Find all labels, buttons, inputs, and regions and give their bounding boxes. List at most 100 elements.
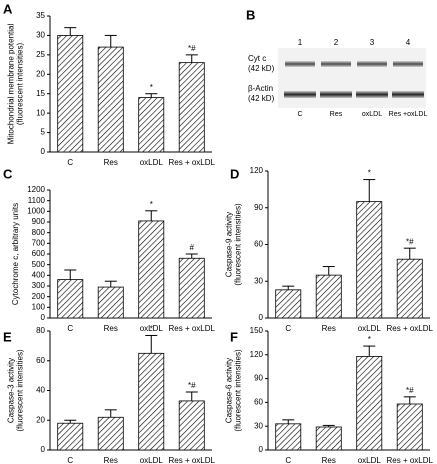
lane-number: 3 [370, 38, 375, 47]
y-axis-label: Cytochrome c, arbitrary units [11, 203, 20, 305]
condition-label: Res +oxLDL [389, 111, 428, 118]
x-tick-label: C [67, 324, 73, 333]
y-tick-label: 30 [254, 421, 263, 430]
y-tick-label: 600 [32, 249, 46, 258]
x-tick-label: Res [322, 456, 336, 464]
cytc-band [285, 61, 315, 67]
x-tick-label: Res + oxLDL [169, 158, 216, 167]
y-tick-label: 1000 [27, 206, 45, 215]
x-tick-label: Res + oxLDL [169, 456, 216, 464]
y-tick-label: 60 [36, 356, 45, 365]
y-tick-label: 200 [32, 292, 46, 301]
y-axis-label: (fluorescent intensities) [16, 43, 25, 126]
bar [57, 422, 84, 451]
y-tick-label: 500 [32, 260, 46, 269]
bar [356, 201, 383, 319]
x-tick-label: C [67, 456, 73, 464]
lane-number: 4 [406, 38, 411, 47]
x-tick-label: Res [322, 324, 336, 333]
actin-band [356, 91, 388, 98]
bar [178, 257, 205, 319]
lane-number: 2 [334, 38, 339, 47]
y-tick-label: 20 [36, 415, 45, 424]
y-tick-label: 0 [259, 313, 264, 322]
y-tick-label: 30 [254, 276, 263, 285]
y-tick-label: 150 [250, 326, 264, 335]
y-tick-label: 800 [32, 228, 46, 237]
y-tick-label: 120 [250, 166, 264, 175]
x-tick-label: Res + oxLDL [169, 324, 216, 333]
y-axis-label: Caspase-6 activity [225, 358, 234, 423]
x-tick-label: oxLDL [140, 158, 164, 167]
bar [356, 355, 383, 451]
y-tick-label: 0 [259, 445, 264, 454]
annotation: *# [406, 237, 414, 246]
condition-label: C [297, 111, 302, 118]
bar [57, 35, 84, 153]
y-tick-label: 300 [32, 281, 46, 290]
panel-label: B [246, 7, 255, 22]
panel-label: F [230, 329, 238, 344]
bar [97, 416, 124, 451]
panel-label: D [230, 166, 239, 181]
y-tick-label: 5 [41, 128, 46, 137]
y-tick-label: 35 [36, 11, 45, 20]
x-tick-label: C [67, 158, 73, 167]
y-axis-label: (fluorescent intensities) [234, 203, 243, 286]
y-tick-label: 0 [41, 313, 46, 322]
cytc-band [393, 61, 423, 67]
annotation: * [150, 325, 153, 334]
annotation: * [150, 83, 153, 92]
bar [275, 289, 302, 319]
cytc-band [357, 61, 387, 67]
bar [138, 97, 165, 153]
x-tick-label: Res [104, 324, 118, 333]
condition-label: oxLDL [362, 111, 382, 118]
condition-label: Res [330, 111, 343, 118]
bar [57, 279, 84, 319]
y-tick-label: 700 [32, 238, 46, 247]
panel-label: E [3, 329, 12, 344]
bar [97, 46, 124, 153]
y-tick-label: 400 [32, 270, 46, 279]
bar [396, 403, 423, 451]
y-tick-label: 90 [254, 203, 263, 212]
annotation: *# [188, 44, 196, 53]
y-tick-label: 30 [36, 31, 45, 40]
bar [178, 400, 205, 451]
bar [315, 426, 342, 451]
annotation: * [368, 169, 371, 178]
y-tick-label: 25 [36, 50, 45, 59]
y-tick-label: 90 [254, 374, 263, 383]
x-tick-label: oxLDL [140, 324, 164, 333]
x-tick-label: Res + oxLDL [387, 324, 434, 333]
x-tick-label: C [285, 324, 291, 333]
y-tick-label: 1100 [28, 196, 46, 205]
annotation: # [190, 243, 195, 252]
actin-band [392, 91, 424, 98]
bar [315, 274, 342, 319]
row-label: β-Actin [248, 84, 273, 93]
y-tick-label: 1200 [27, 185, 45, 194]
panel-label: A [3, 1, 13, 16]
blot-background [278, 48, 426, 108]
x-tick-label: oxLDL [140, 456, 164, 464]
bar [97, 286, 124, 319]
x-tick-label: C [285, 456, 291, 464]
x-tick-label: oxLDL [358, 324, 382, 333]
row-label: (42 kD) [248, 94, 275, 103]
row-label: (42 kD) [248, 64, 275, 73]
y-axis-label: (fluorescent intensities) [16, 349, 25, 432]
lane-number: 1 [298, 38, 303, 47]
y-axis-label: Caspase-9 activity [225, 212, 234, 277]
cytc-band [321, 61, 351, 67]
bar [178, 62, 205, 153]
x-tick-label: Res [104, 456, 118, 464]
annotation: * [368, 335, 371, 344]
y-tick-label: 0 [41, 445, 46, 454]
y-tick-label: 60 [254, 398, 263, 407]
x-tick-label: Res + oxLDL [387, 456, 434, 464]
annotation: * [150, 200, 153, 209]
bar [396, 258, 423, 319]
